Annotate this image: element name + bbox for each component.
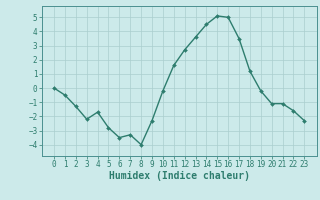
X-axis label: Humidex (Indice chaleur): Humidex (Indice chaleur) [109, 171, 250, 181]
